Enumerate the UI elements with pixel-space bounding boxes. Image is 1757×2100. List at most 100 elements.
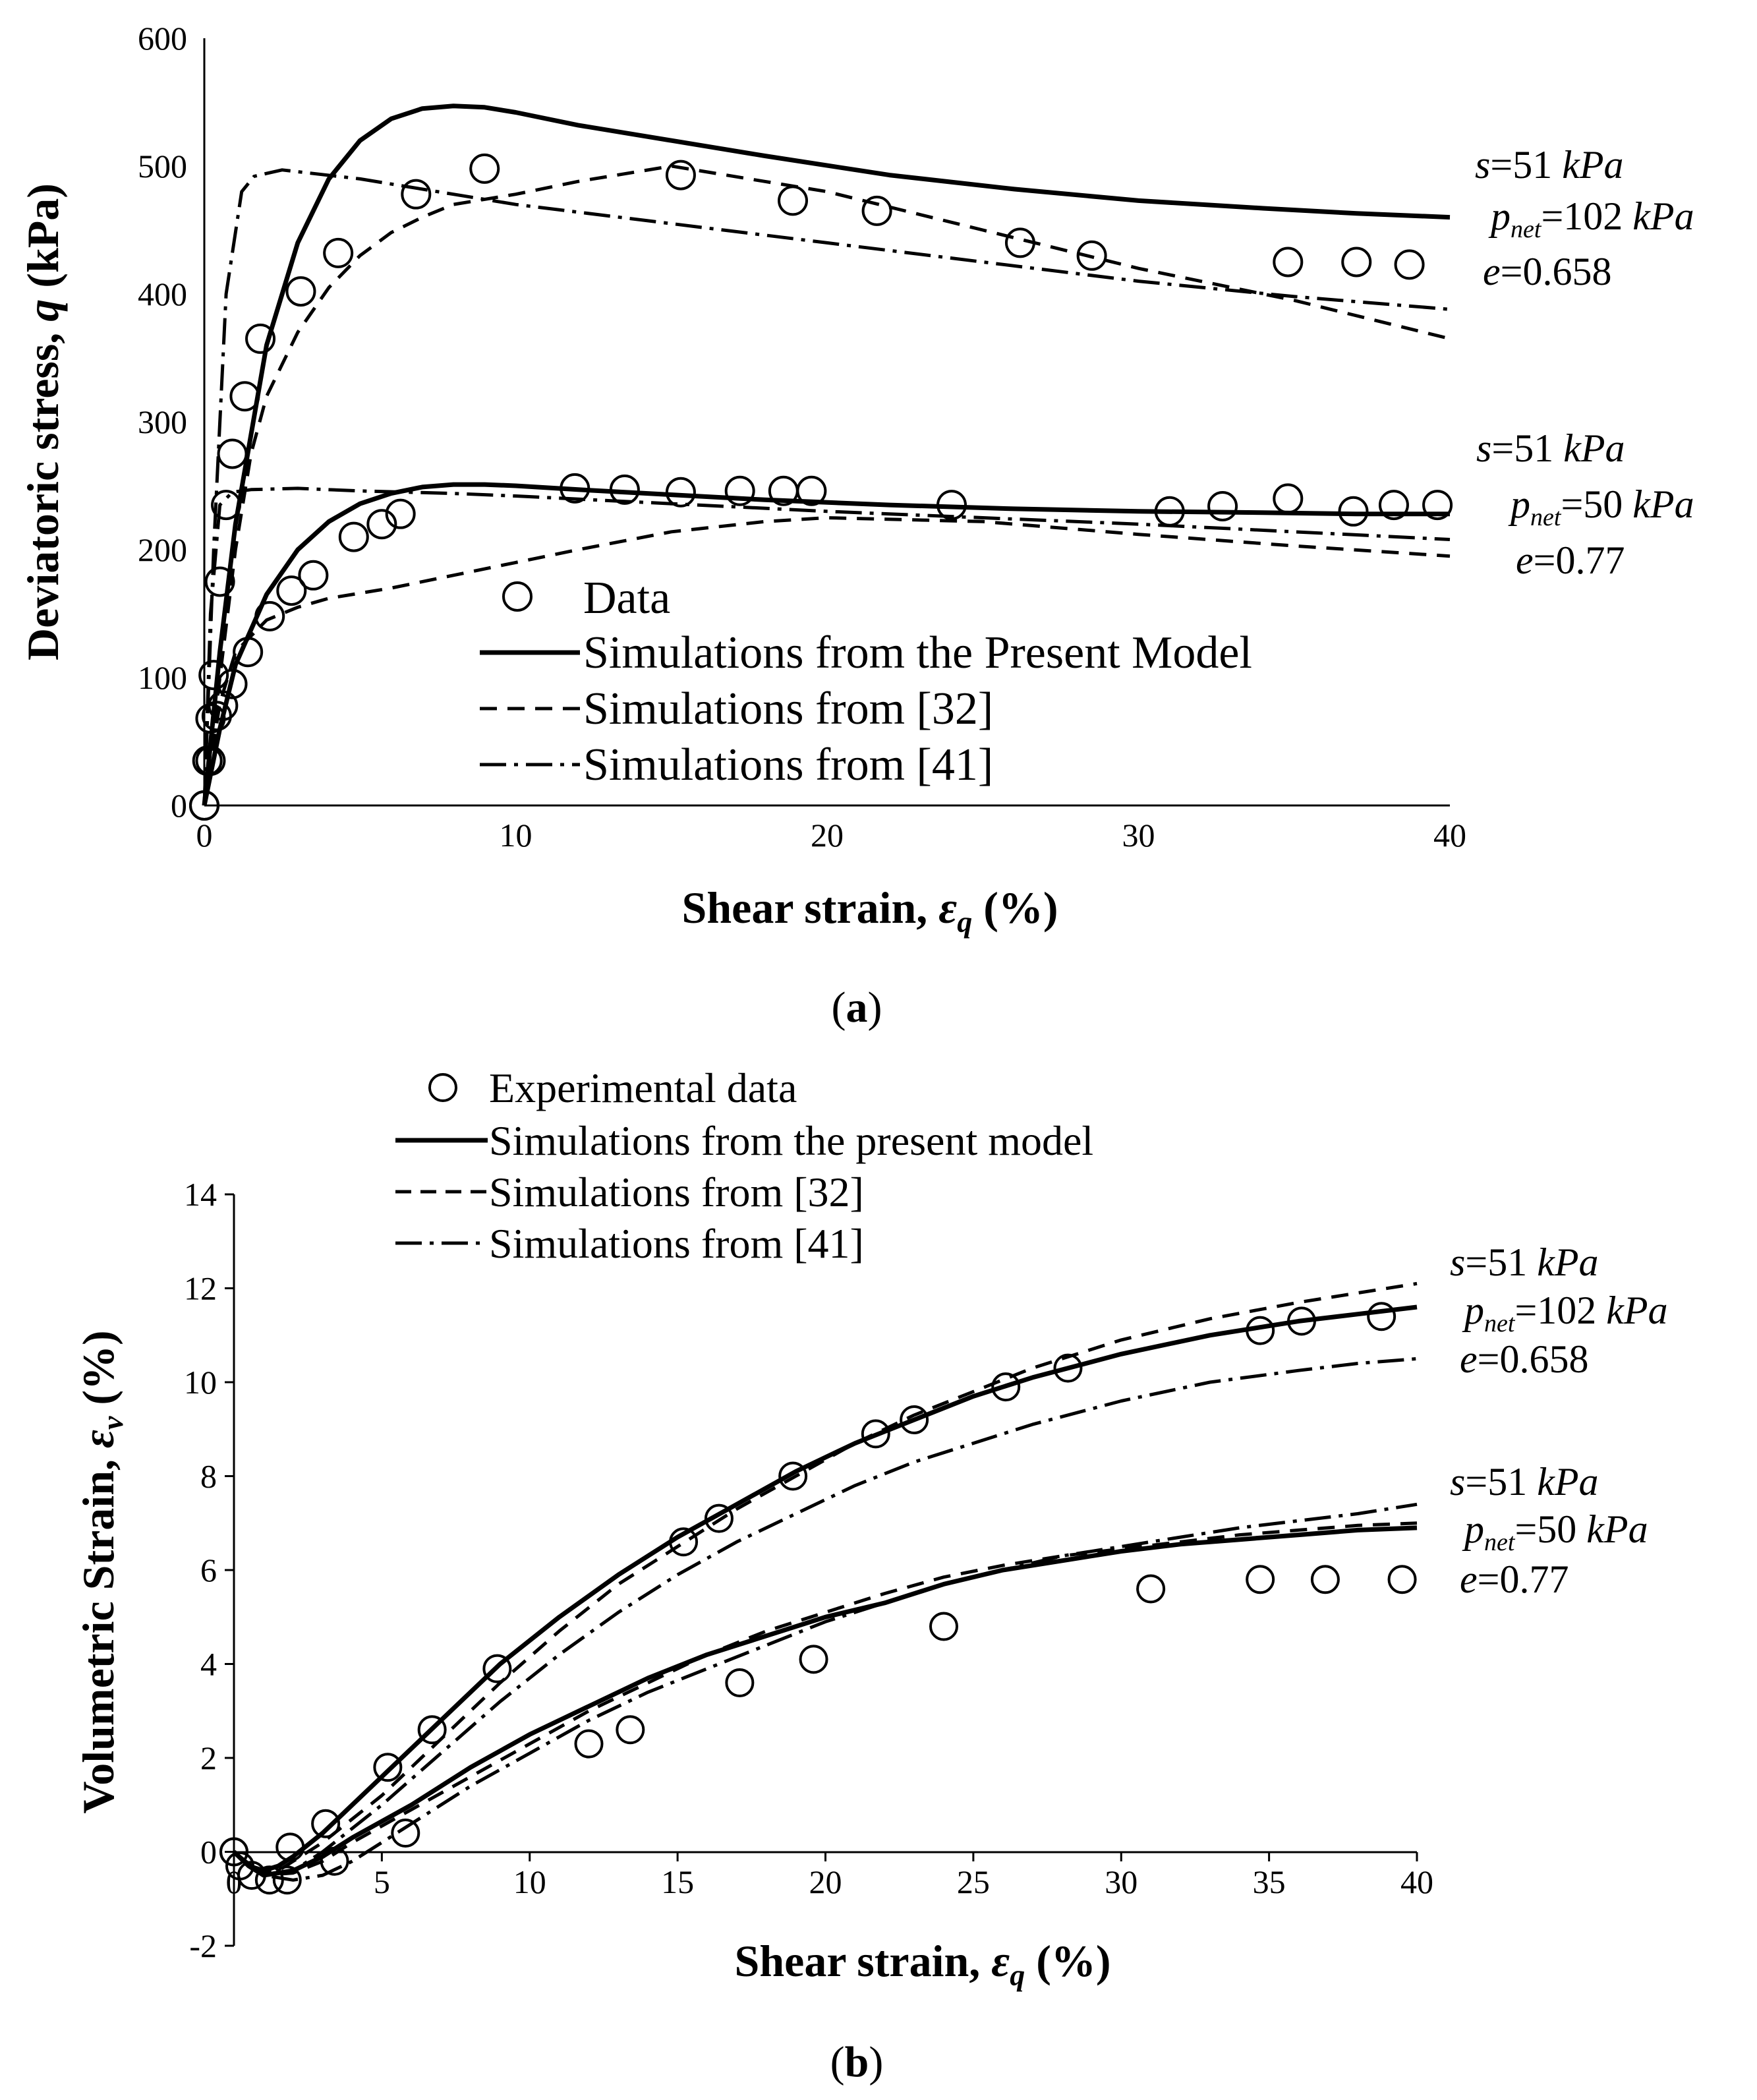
panel-b-x-axis-title-sub: q	[1010, 1958, 1025, 1992]
panel-a-series-line-solid-3	[202, 482, 1450, 806]
panel-a-data-point	[323, 237, 354, 268]
panel-b-x-tick-label: 30	[1105, 1863, 1138, 1900]
panel-b-x-tick-label: 5	[374, 1863, 390, 1900]
panel-b-y-tick-label: 6	[200, 1552, 217, 1589]
panel-a-y-tick-label: 400	[138, 276, 187, 312]
panel-a-condition-1: s=51 kPa pnet=102 kPa e=0.658	[1475, 143, 1694, 293]
panel-a-data-point	[796, 475, 827, 506]
panel-b-y-tick-label: 0	[200, 1834, 217, 1871]
panel-a-data-point	[1378, 490, 1409, 521]
panel-a-data-point	[298, 560, 329, 591]
panel-a-data-point	[861, 195, 892, 226]
panel-a-x-axis-title-unit: (%)	[972, 883, 1058, 933]
panel-b-x-axis-title-text: Shear strain,	[735, 1936, 992, 1986]
panel-b-y-tick-label: 4	[200, 1646, 217, 1683]
panel-b-data-point	[1387, 1565, 1417, 1594]
panel-b-condition-1: s=51 kPa pnet=102 kPa e=0.658	[1450, 1240, 1668, 1381]
panel-b-y-axis-title-text: Volumetric Strain,	[73, 1448, 123, 1814]
panel-a-y-axis-title-unit: (kPa)	[18, 183, 68, 299]
panel-b-series	[219, 1281, 1418, 1895]
panel-a-y-tick-label: 200	[138, 531, 187, 568]
panel-b-legend: Experimental data Simulations from the p…	[395, 1065, 1093, 1267]
panel-a-series	[189, 103, 1453, 821]
panel-b-caption: (b)	[830, 2038, 884, 2086]
panel-a-data-point	[385, 498, 416, 529]
panel-b-data-point	[900, 1405, 929, 1434]
panel-b-cond2-p: pnet=50 kPa	[1462, 1507, 1648, 1556]
panel-b-series-line-dashdot-6	[233, 1356, 1418, 1877]
panel-b-y-axis-title-unit: (%)	[73, 1330, 123, 1416]
panel-a-data-point	[285, 276, 316, 307]
panel-b-data-point	[311, 1809, 341, 1838]
panel-b-x-tick-label: 15	[661, 1863, 694, 1900]
panel-b-data-point	[373, 1753, 403, 1782]
panel-a-data-point	[1207, 491, 1238, 522]
panel-a-cond1-e: e=0.658	[1483, 250, 1611, 293]
panel-a-y-axis-title-symbol: q	[18, 299, 68, 322]
panel-b-legend-label-data: Experimental data	[489, 1065, 797, 1111]
panel-a-legend-marker-data	[502, 581, 533, 612]
panel-b-data-point	[219, 1837, 248, 1867]
panel-b-data-point	[391, 1819, 420, 1848]
panel-b-y-axis-title-symbol: ε	[73, 1430, 123, 1448]
panel-a-data-point	[724, 475, 755, 506]
panel-b-x-tick-label: 35	[1253, 1863, 1286, 1900]
panel-a-legend-label-present: Simulations from the Present Model	[583, 627, 1252, 678]
panel-b-data-point	[991, 1372, 1021, 1402]
panel-a-x-axis-title-text: Shear strain,	[682, 883, 939, 933]
panel-a-data-point	[1341, 247, 1372, 277]
panel-b-series-line-dashed-5	[233, 1521, 1418, 1877]
panel-b-data-point	[417, 1715, 447, 1745]
panel-a-data-point	[1422, 490, 1453, 521]
panel-b-data-point	[1136, 1574, 1166, 1604]
panel-a-data-point	[338, 521, 369, 552]
panel-a-data-point	[665, 477, 696, 508]
panel-a-x-tick-label: 10	[500, 817, 533, 854]
panel-a-x-tick-label: 30	[1122, 817, 1155, 854]
panel-b-y-tick-label: -2	[189, 1927, 217, 1964]
panel-a-series-line-dashed-5	[202, 516, 1451, 806]
panel-a-x-axis-title: Shear strain, εq (%)	[682, 883, 1058, 939]
panel-a-y-axis-title-text: Deviatoric stress,	[18, 322, 68, 660]
panel-b-legend-label-ref32: Simulations from [32]	[489, 1169, 864, 1215]
panel-a-data-point	[276, 575, 307, 606]
panel-b-y-tick-label: 2	[200, 1739, 217, 1776]
panel-b-legend-label-ref41: Simulations from [41]	[489, 1220, 864, 1267]
panel-b-series-line-solid-2	[232, 1304, 1418, 1873]
panel-a-condition-2: s=51 kPa pnet=50 kPa e=0.77	[1476, 426, 1694, 582]
panel-b-data-point	[1367, 1302, 1397, 1331]
panel-b-series-line-solid-3	[232, 1525, 1418, 1878]
panel-b-data-point	[1310, 1565, 1340, 1594]
panel-a-x-tick-label: 0	[196, 817, 213, 854]
panel-a-x-tick-label: 40	[1433, 817, 1466, 854]
panel-a-y-tick-label: 500	[138, 148, 187, 185]
panel-b-y-axis-title-sub: v	[96, 1416, 129, 1430]
panel-b-x-tick-label: 25	[957, 1863, 990, 1900]
panel-a-cond2-p: pnet=50 kPa	[1508, 482, 1694, 531]
panel-a-y-tick-label: 300	[138, 403, 187, 440]
panel-a-cond1-s: s=51 kPa	[1475, 143, 1623, 187]
panel-a-data-point	[245, 323, 276, 354]
panel-a-legend: Data Simulations from the Present Model …	[480, 573, 1252, 790]
panel-b-data-point	[482, 1654, 512, 1683]
panel-a-y-tick-label: 0	[171, 787, 187, 824]
panel-a-x-tick-label: 20	[811, 817, 844, 854]
panel-a-data-point	[401, 179, 432, 210]
panel-b-y-tick-label: 14	[184, 1176, 217, 1213]
panel-b-series-line-dashed-4	[233, 1281, 1418, 1875]
panel-b-data-point	[778, 1461, 808, 1491]
panel-b-condition-2: s=51 kPa pnet=50 kPa e=0.77	[1450, 1460, 1648, 1601]
panel-a-legend-label-ref41: Simulations from [41]	[583, 740, 993, 790]
panel-b-data-point	[725, 1668, 755, 1697]
panel-a-cond1-p: pnet=102 kPa	[1488, 194, 1694, 243]
panel-b-data-point	[861, 1419, 890, 1449]
panel-b-data-point	[799, 1645, 828, 1674]
panel-a-data-point	[198, 660, 229, 691]
panel-b-cond2-s: s=51 kPa	[1450, 1460, 1598, 1503]
panel-b-data-point	[1053, 1353, 1083, 1383]
panel-b-x-axis-title-unit: (%)	[1025, 1936, 1110, 1986]
panel-b-x-axis-title-symbol: ε	[991, 1936, 1010, 1986]
